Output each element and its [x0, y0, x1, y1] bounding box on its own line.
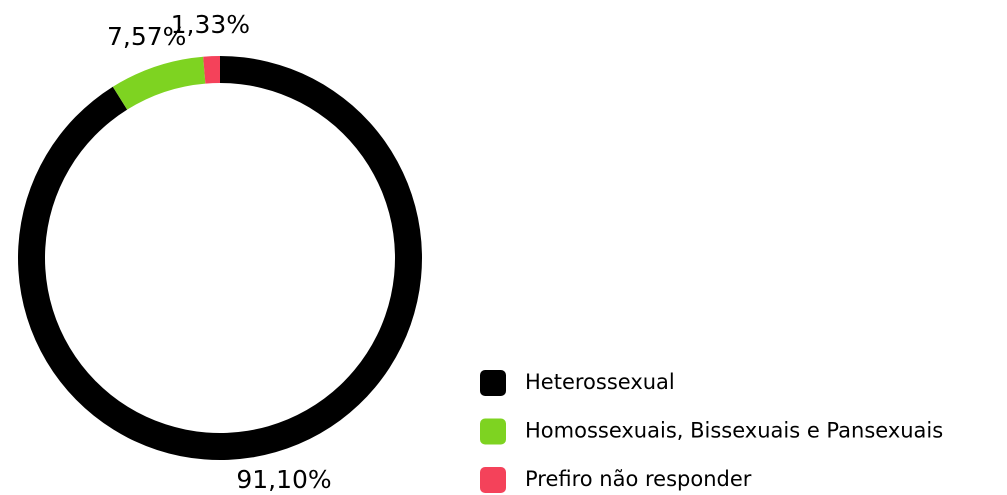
legend-swatch: [480, 370, 506, 396]
legend-swatch: [480, 418, 506, 445]
value-label: 1,33%: [171, 10, 250, 39]
legend-label: Prefiro não responder: [525, 467, 752, 491]
donut-slice: [203, 56, 220, 84]
value-label: 91,10%: [236, 465, 331, 494]
legend-label: Homossexuais, Bissexuais e Pansexuais: [525, 419, 943, 443]
donut-slice: [112, 56, 206, 110]
donut-slice: [17, 56, 423, 460]
legend-label: Heterossexual: [525, 370, 675, 394]
value-label: 7,57%: [107, 22, 186, 51]
legend-swatch: [480, 467, 506, 493]
